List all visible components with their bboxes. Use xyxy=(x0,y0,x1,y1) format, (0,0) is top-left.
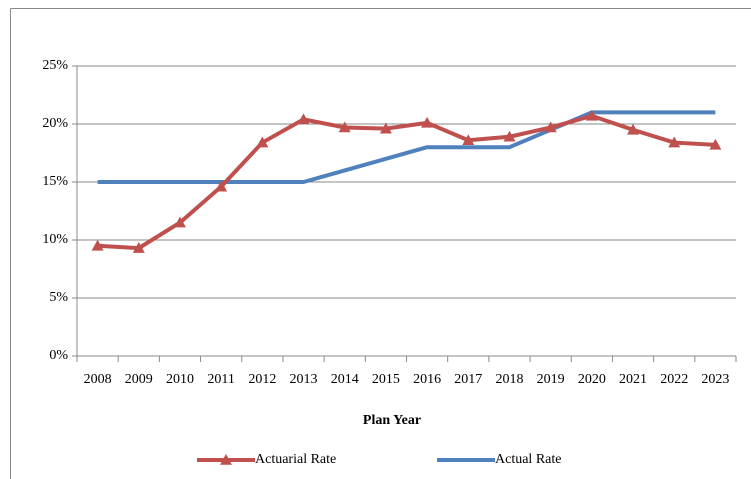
x-tick-label: 2023 xyxy=(701,372,729,387)
x-tick-label: 2008 xyxy=(84,372,112,387)
y-tick-label: 15% xyxy=(42,174,68,189)
point-marker xyxy=(462,134,475,146)
x-tick-label: 2018 xyxy=(495,372,523,387)
point-marker xyxy=(585,109,598,121)
x-tick-label: 2015 xyxy=(372,372,400,387)
y-tick-label: 10% xyxy=(42,232,68,247)
x-tick-label: 2011 xyxy=(207,372,234,387)
x-axis-title: Plan Year xyxy=(363,413,421,428)
y-tick-label: 25% xyxy=(42,58,68,73)
x-tick-label: 2012 xyxy=(248,372,276,387)
point-marker xyxy=(421,116,434,128)
point-marker xyxy=(297,113,310,125)
x-tick-label: 2009 xyxy=(125,372,153,387)
y-tick-label: 0% xyxy=(49,348,68,363)
point-marker xyxy=(173,216,186,228)
point-marker xyxy=(215,180,228,192)
point-marker xyxy=(91,239,104,251)
legend-marker xyxy=(220,454,232,465)
point-marker xyxy=(338,121,351,133)
x-tick-label: 2022 xyxy=(660,372,688,387)
point-marker xyxy=(627,123,640,135)
y-tick-label: 5% xyxy=(49,290,68,305)
point-marker xyxy=(668,136,681,148)
point-marker xyxy=(256,136,269,148)
x-tick-label: 2013 xyxy=(290,372,318,387)
x-tick-label: 2017 xyxy=(454,372,482,387)
legend-label: Actual Rate xyxy=(495,452,561,467)
x-tick-label: 2010 xyxy=(166,372,194,387)
series-line xyxy=(97,110,716,184)
x-tick-label: 2019 xyxy=(537,372,565,387)
point-marker xyxy=(503,130,516,142)
point-marker xyxy=(709,138,722,150)
legend-label: Actuarial Rate xyxy=(255,452,336,467)
x-tick-label: 2021 xyxy=(619,372,647,387)
series-line xyxy=(97,113,716,251)
x-tick-label: 2016 xyxy=(413,372,441,387)
x-tick-label: 2020 xyxy=(578,372,606,387)
point-marker xyxy=(379,122,392,134)
point-marker xyxy=(544,121,557,133)
y-tick-label: 20% xyxy=(42,116,68,131)
x-tick-label: 2014 xyxy=(331,372,359,387)
point-marker xyxy=(132,242,145,253)
